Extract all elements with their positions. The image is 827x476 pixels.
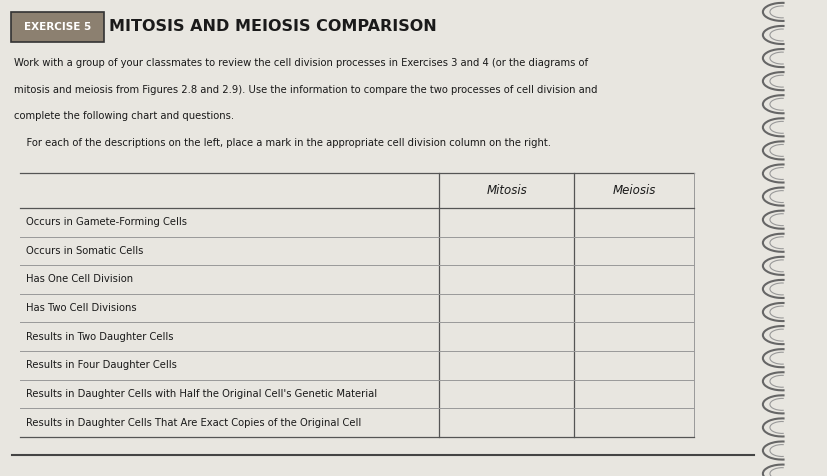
Text: Results in Two Daughter Cells: Results in Two Daughter Cells [26, 332, 173, 342]
Text: Results in Daughter Cells with Half the Original Cell's Genetic Material: Results in Daughter Cells with Half the … [26, 389, 376, 399]
Text: Meiosis: Meiosis [611, 184, 655, 197]
Text: MITOSIS AND MEIOSIS COMPARISON: MITOSIS AND MEIOSIS COMPARISON [109, 19, 437, 34]
Text: Has One Cell Division: Has One Cell Division [26, 275, 132, 285]
Text: Has Two Cell Divisions: Has Two Cell Divisions [26, 303, 136, 313]
Text: Occurs in Gamete-Forming Cells: Occurs in Gamete-Forming Cells [26, 217, 186, 227]
Text: EXERCISE 5: EXERCISE 5 [24, 22, 91, 32]
Text: Mitosis: Mitosis [485, 184, 526, 197]
Text: Results in Daughter Cells That Are Exact Copies of the Original Cell: Results in Daughter Cells That Are Exact… [26, 417, 361, 427]
Text: mitosis and meiosis from Figures 2.8 and 2.9). Use the information to compare th: mitosis and meiosis from Figures 2.8 and… [14, 85, 597, 95]
Text: Occurs in Somatic Cells: Occurs in Somatic Cells [26, 246, 143, 256]
FancyBboxPatch shape [11, 12, 104, 42]
Text: Work with a group of your classmates to review the cell division processes in Ex: Work with a group of your classmates to … [14, 58, 588, 68]
Text: Results in Four Daughter Cells: Results in Four Daughter Cells [26, 360, 176, 370]
Text: For each of the descriptions on the left, place a mark in the appropriate cell d: For each of the descriptions on the left… [14, 138, 551, 148]
Text: complete the following chart and questions.: complete the following chart and questio… [14, 111, 234, 121]
